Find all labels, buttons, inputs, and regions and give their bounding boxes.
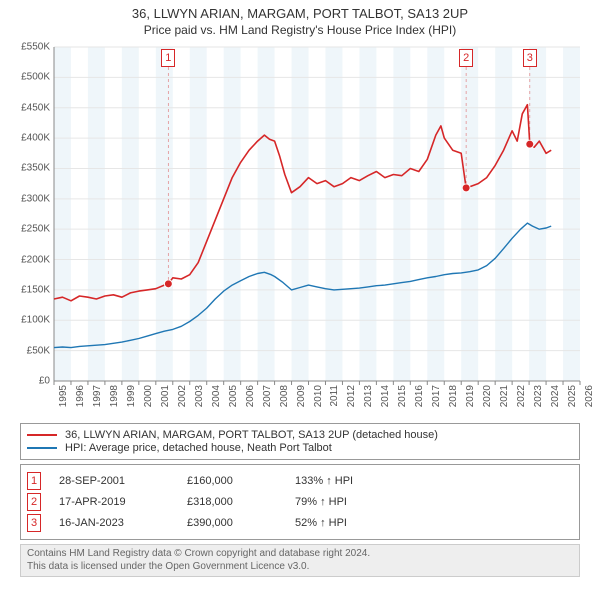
x-tick-label: 1998 xyxy=(109,385,120,407)
x-tick-label: 2008 xyxy=(279,385,290,407)
legend-swatch xyxy=(27,434,57,436)
x-tick-label: 2003 xyxy=(194,385,205,407)
legend: 36, LLWYN ARIAN, MARGAM, PORT TALBOT, SA… xyxy=(20,423,580,460)
x-tick-label: 2011 xyxy=(329,385,340,407)
x-tick-label: 2014 xyxy=(380,385,391,407)
x-tick-label: 2018 xyxy=(448,385,459,407)
y-tick-label: £0 xyxy=(12,376,50,387)
x-tick-label: 2000 xyxy=(143,385,154,407)
legend-label: 36, LLWYN ARIAN, MARGAM, PORT TALBOT, SA… xyxy=(65,429,438,441)
x-tick-label: 2015 xyxy=(397,385,408,407)
y-tick-label: £450K xyxy=(12,102,50,113)
x-tick-label: 1999 xyxy=(126,385,137,407)
chart-marker-label: 2 xyxy=(459,49,473,67)
x-tick-label: 2026 xyxy=(584,385,595,407)
title-address: 36, LLWYN ARIAN, MARGAM, PORT TALBOT, SA… xyxy=(10,6,590,21)
y-tick-label: £50K xyxy=(12,345,50,356)
trade-pct: 133% ↑ HPI xyxy=(295,475,405,487)
y-tick-label: £200K xyxy=(12,254,50,265)
trade-price: £160,000 xyxy=(187,475,277,487)
x-tick-label: 1996 xyxy=(75,385,86,407)
footer-attribution: Contains HM Land Registry data © Crown c… xyxy=(20,544,580,577)
x-tick-label: 2002 xyxy=(177,385,188,407)
x-tick-label: 2019 xyxy=(465,385,476,407)
legend-label: HPI: Average price, detached house, Neat… xyxy=(65,442,332,454)
x-tick-label: 2022 xyxy=(516,385,527,407)
y-tick-label: £500K xyxy=(12,72,50,83)
x-tick-label: 2004 xyxy=(211,385,222,407)
chart-titles: 36, LLWYN ARIAN, MARGAM, PORT TALBOT, SA… xyxy=(10,6,590,41)
chart-marker-label: 3 xyxy=(523,49,537,67)
chart-svg xyxy=(10,41,590,421)
footer-line: This data is licensed under the Open Gov… xyxy=(27,561,573,574)
x-tick-label: 2005 xyxy=(228,385,239,407)
y-tick-label: £400K xyxy=(12,133,50,144)
trade-pct: 79% ↑ HPI xyxy=(295,496,405,508)
x-tick-label: 2007 xyxy=(262,385,273,407)
footer-line: Contains HM Land Registry data © Crown c… xyxy=(27,548,573,561)
page-container: 36, LLWYN ARIAN, MARGAM, PORT TALBOT, SA… xyxy=(0,0,600,590)
trade-date: 28-SEP-2001 xyxy=(59,475,169,487)
trade-row: 2 17-APR-2019 £318,000 79% ↑ HPI xyxy=(27,493,573,511)
chart-marker-label: 1 xyxy=(161,49,175,67)
x-tick-label: 1995 xyxy=(58,385,69,407)
x-tick-label: 2025 xyxy=(567,385,578,407)
trade-marker: 3 xyxy=(27,514,41,532)
y-tick-label: £150K xyxy=(12,284,50,295)
x-tick-label: 2012 xyxy=(346,385,357,407)
trade-marker: 2 xyxy=(27,493,41,511)
x-tick-label: 2024 xyxy=(550,385,561,407)
legend-item: HPI: Average price, detached house, Neat… xyxy=(27,442,573,454)
x-tick-label: 2020 xyxy=(482,385,493,407)
trade-row: 3 16-JAN-2023 £390,000 52% ↑ HPI xyxy=(27,514,573,532)
x-tick-label: 2021 xyxy=(499,385,510,407)
trade-row: 1 28-SEP-2001 £160,000 133% ↑ HPI xyxy=(27,472,573,490)
trade-date: 16-JAN-2023 xyxy=(59,517,169,529)
x-tick-label: 2006 xyxy=(245,385,256,407)
x-tick-label: 2017 xyxy=(431,385,442,407)
y-tick-label: £550K xyxy=(12,42,50,53)
x-tick-label: 2016 xyxy=(414,385,425,407)
x-tick-label: 2010 xyxy=(313,385,324,407)
y-tick-label: £350K xyxy=(12,163,50,174)
chart-area: 1 2 3 £0 £50K £100K £150K £200K £250K £300K £350K £… xyxy=(10,41,590,421)
x-tick-label: 2001 xyxy=(160,385,171,407)
trade-price: £318,000 xyxy=(187,496,277,508)
y-tick-label: £250K xyxy=(12,224,50,235)
x-tick-label: 1997 xyxy=(92,385,103,407)
trade-price: £390,000 xyxy=(187,517,277,529)
legend-swatch xyxy=(27,447,57,449)
x-tick-label: 2013 xyxy=(363,385,374,407)
title-subtitle: Price paid vs. HM Land Registry's House … xyxy=(10,23,590,37)
x-tick-label: 2023 xyxy=(533,385,544,407)
legend-item: 36, LLWYN ARIAN, MARGAM, PORT TALBOT, SA… xyxy=(27,429,573,441)
trade-date: 17-APR-2019 xyxy=(59,496,169,508)
y-tick-label: £100K xyxy=(12,315,50,326)
x-tick-label: 2009 xyxy=(296,385,307,407)
trade-pct: 52% ↑ HPI xyxy=(295,517,405,529)
trade-marker: 1 xyxy=(27,472,41,490)
trades-table: 1 28-SEP-2001 £160,000 133% ↑ HPI 2 17-A… xyxy=(20,464,580,540)
y-tick-label: £300K xyxy=(12,193,50,204)
